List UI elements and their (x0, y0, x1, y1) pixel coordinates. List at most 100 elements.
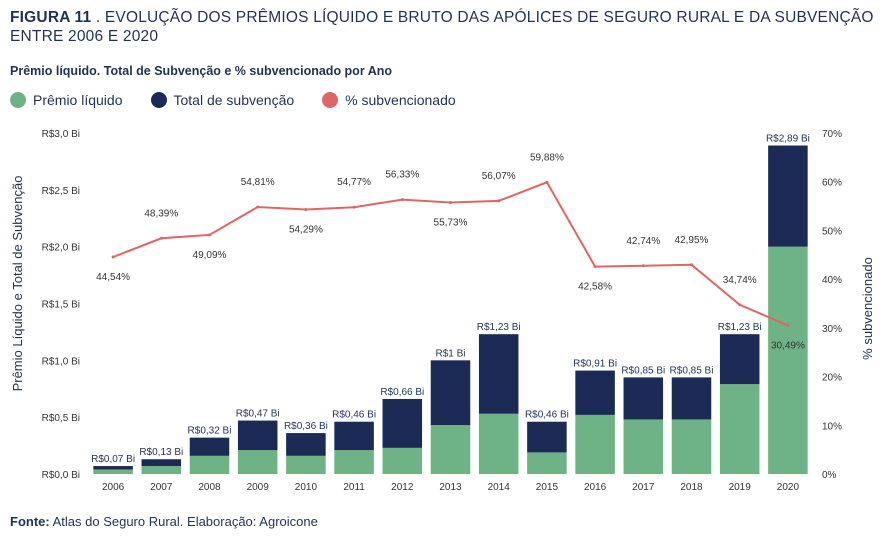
line-point-label: 42,58% (578, 282, 612, 293)
y-tick-label: R$2,0 Bi (42, 243, 80, 254)
bar-total-subvencao (768, 145, 808, 247)
line-point (690, 263, 693, 267)
bar-premio-liquido (189, 455, 230, 474)
line-point (641, 264, 645, 268)
line-point-label: 54,81% (241, 177, 275, 188)
x-tick-label: 2019 (729, 482, 752, 493)
line-point (159, 236, 163, 240)
y-tick-label: R$1,0 Bi (42, 356, 80, 367)
bar-total-subvencao (527, 421, 567, 453)
x-tick-label: 2020 (777, 482, 800, 493)
x-tick-label: 2013 (439, 482, 462, 493)
bar-total-label: R$1,23 Bi (718, 322, 762, 333)
bar-total-subvencao (382, 398, 423, 448)
x-tick-label: 2007 (150, 482, 173, 493)
line-point (256, 205, 260, 209)
bar-total-label: R$2,89 Bi (766, 134, 810, 145)
legend-label-percent: % subvencionado (345, 92, 456, 108)
y-tick-label: R$3,0 Bi (42, 129, 80, 140)
x-tick-label: 2018 (680, 482, 703, 493)
bar-total-subvencao (623, 377, 664, 420)
bar-total-label: R$1,23 Bi (477, 322, 521, 333)
legend-item-subvencao: Total de subvenção (150, 92, 294, 108)
bar-total-subvencao (719, 334, 760, 385)
line-point-label: 54,29% (289, 225, 323, 236)
bar-total-label: R$0,13 Bi (139, 447, 183, 458)
line-point (449, 201, 452, 205)
bar-total-label: R$0,32 Bi (188, 426, 232, 437)
source-label: Fonte: (10, 514, 50, 529)
y2-tick-label: 30% (822, 324, 842, 335)
y-tick-label: R$1,5 Bi (42, 300, 80, 311)
line-point-label: 59,88% (530, 152, 564, 163)
line-point (786, 323, 790, 327)
x-tick-label: 2017 (632, 482, 655, 493)
source-note: Fonte: Atlas do Seguro Rural. Elaboração… (10, 514, 318, 529)
bar-total-subvencao (141, 459, 182, 467)
bar-total-subvencao (430, 360, 471, 426)
line-point (111, 255, 115, 259)
bar-total-subvencao (237, 420, 278, 451)
bar-premio-liquido (93, 469, 133, 474)
y2-tick-label: 20% (822, 373, 842, 384)
x-tick-label: 2008 (198, 482, 221, 493)
line-point (497, 199, 501, 203)
bar-total-label: R$0,66 Bi (380, 387, 424, 398)
line-point-label: 42,74% (626, 236, 660, 247)
y-tick-label: R$2,5 Bi (42, 186, 80, 197)
y2-tick-label: 50% (822, 226, 842, 237)
bar-premio-liquido (768, 246, 808, 474)
y2-tick-label: 60% (822, 178, 842, 189)
bar-total-label: R$0,85 Bi (621, 365, 665, 376)
line-point-label: 56,07% (482, 171, 516, 182)
x-tick-label: 2016 (584, 482, 607, 493)
bar-premio-liquido (382, 447, 423, 474)
bar-premio-liquido (719, 384, 760, 474)
figure-title-text: . EVOLUÇÃO DOS PRÊMIOS LÍQUIDO E BRUTO D… (10, 9, 874, 45)
legend-item-premio: Prêmio líquido (10, 92, 123, 108)
bar-premio-liquido (623, 419, 664, 474)
line-point-label: 49,09% (193, 250, 227, 261)
bar-total-label: R$0,47 Bi (236, 409, 280, 420)
line-point (738, 303, 742, 307)
bar-total-subvencao (671, 377, 712, 420)
bar-premio-liquido (334, 450, 374, 474)
figure-label: FIGURA 11 (10, 9, 92, 26)
x-tick-label: 2015 (536, 482, 559, 493)
y2-tick-label: 40% (822, 275, 842, 286)
bar-total-subvencao (575, 370, 615, 415)
bar-total-label: R$0,07 Bi (91, 454, 135, 465)
x-tick-label: 2009 (247, 482, 270, 493)
bar-premio-liquido (237, 450, 278, 474)
y2-tick-label: 10% (822, 421, 842, 432)
bar-premio-liquido (286, 455, 326, 474)
legend-swatch-subvencao (150, 92, 167, 108)
bar-total-label: R$0,46 Bi (332, 410, 376, 421)
bar-total-subvencao (286, 433, 326, 456)
bar-premio-liquido (430, 425, 471, 474)
chart-subtitle: Prêmio líquido. Total de Subvenção e % s… (10, 64, 392, 78)
source-text: Atlas do Seguro Rural. Elaboração: Agroi… (49, 514, 318, 529)
x-tick-label: 2011 (343, 482, 365, 493)
bar-premio-liquido (141, 466, 182, 474)
bar-premio-liquido (478, 413, 519, 474)
bar-total-subvencao (93, 466, 133, 470)
x-tick-label: 2006 (102, 482, 125, 493)
x-tick-label: 2012 (391, 482, 414, 493)
bar-total-subvencao (478, 334, 519, 414)
line-point (545, 180, 549, 184)
legend-label-premio: Prêmio líquido (33, 92, 123, 108)
line-point (352, 205, 356, 209)
line-point-label: 54,77% (337, 177, 371, 188)
y-tick-label: R$0,0 Bi (42, 470, 80, 481)
bar-total-label: R$0,85 Bi (670, 365, 714, 376)
line-point (593, 265, 597, 269)
legend-item-percent: % subvencionado (322, 92, 456, 108)
legend-swatch-percent (322, 92, 339, 108)
line-point-label: 34,74% (723, 275, 757, 286)
x-tick-label: 2010 (295, 482, 318, 493)
bar-total-subvencao (334, 421, 374, 451)
bar-total-subvencao (189, 437, 230, 456)
line-point (208, 233, 211, 237)
